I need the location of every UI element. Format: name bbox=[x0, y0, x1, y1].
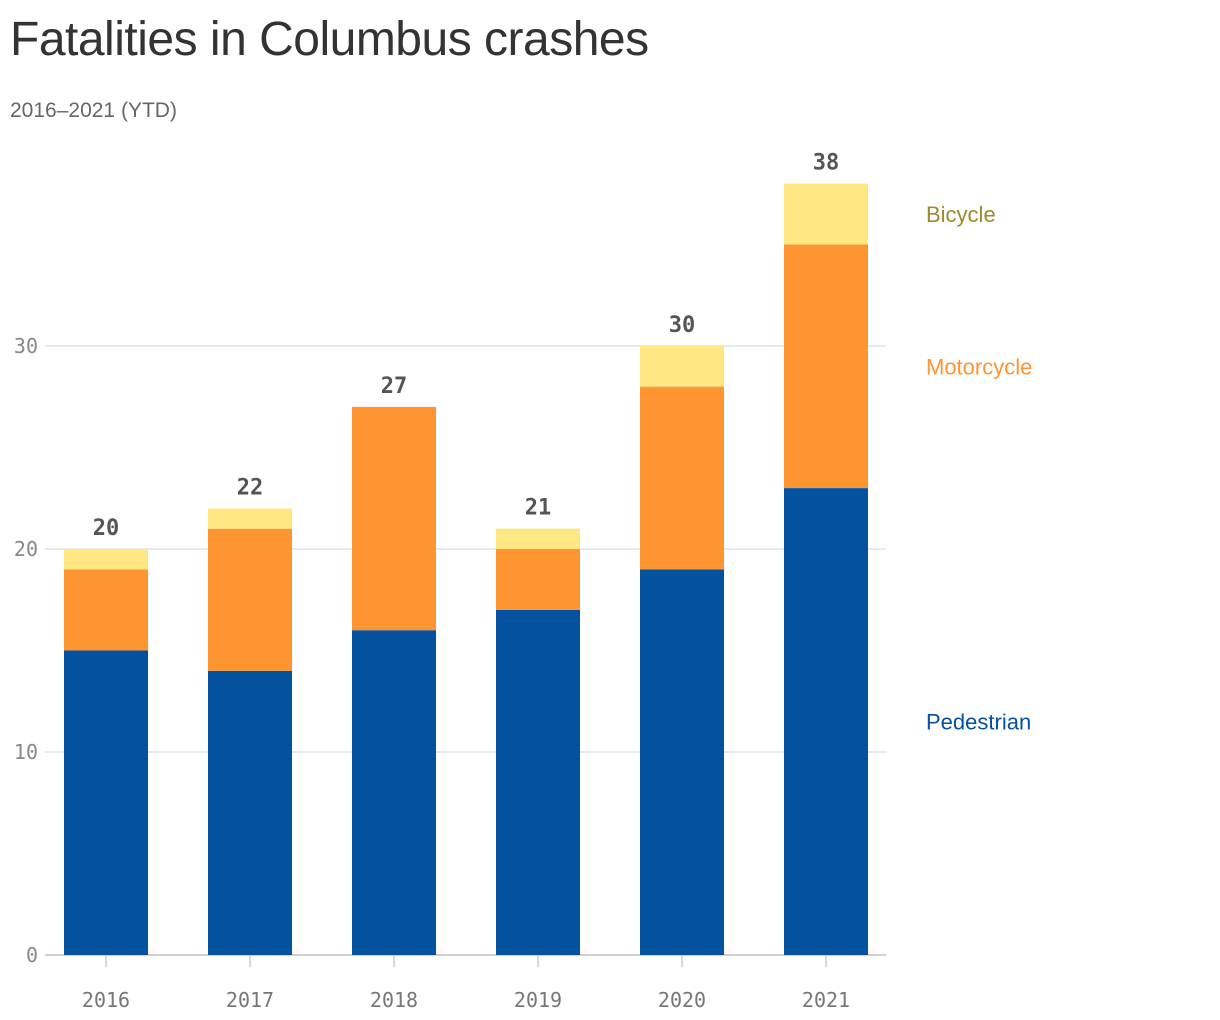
bar-bicycle-2019 bbox=[496, 528, 580, 549]
bar-motorcycle-2016 bbox=[64, 569, 148, 651]
x-tick-label-2018: 2018 bbox=[370, 988, 418, 1012]
legend-motorcycle: Motorcycle bbox=[926, 354, 1032, 379]
x-tick-label-2016: 2016 bbox=[82, 988, 130, 1012]
chart-subtitle: 2016–2021 (YTD) bbox=[10, 99, 177, 122]
chart-title: Fatalities in Columbus crashes bbox=[10, 13, 649, 66]
legend-bicycle: Bicycle bbox=[926, 202, 996, 227]
y-axis-ticks: 0 10 20 30 bbox=[14, 334, 38, 967]
bar-bicycle-2016 bbox=[64, 549, 148, 570]
bar-motorcycle-2021 bbox=[784, 244, 868, 489]
bar-pedestrian-2016 bbox=[64, 650, 148, 955]
total-label-2019: 21 bbox=[525, 496, 552, 521]
bar-bicycle-2020 bbox=[640, 346, 724, 387]
bar-bicycle-2017 bbox=[208, 508, 292, 529]
legend-pedestrian: Pedestrian bbox=[926, 710, 1031, 735]
x-tick-label-2020: 2020 bbox=[658, 988, 706, 1012]
total-label-2020: 30 bbox=[669, 313, 696, 338]
total-label-2018: 27 bbox=[381, 374, 408, 399]
bar-motorcycle-2020 bbox=[640, 386, 724, 570]
y-tick-label: 30 bbox=[14, 334, 38, 358]
x-tick-label-2019: 2019 bbox=[514, 988, 562, 1012]
bar-pedestrian-2017 bbox=[208, 670, 292, 955]
y-tick-label: 10 bbox=[14, 740, 38, 764]
y-tick-label: 0 bbox=[26, 943, 38, 967]
total-label-2016: 20 bbox=[93, 516, 120, 541]
total-label-2017: 22 bbox=[237, 475, 264, 500]
total-labels: 20 22 27 21 30 38 bbox=[93, 151, 840, 541]
x-tick-label-2017: 2017 bbox=[226, 988, 274, 1012]
gridlines bbox=[45, 345, 886, 956]
bar-motorcycle-2017 bbox=[208, 528, 292, 671]
legend: Pedestrian Motorcycle Bicycle bbox=[926, 202, 1032, 735]
x-axis: 2016 2017 2018 2019 2020 2021 bbox=[82, 955, 850, 1012]
x-tick-label-2021: 2021 bbox=[802, 988, 850, 1012]
bar-pedestrian-2021 bbox=[784, 488, 868, 955]
bar-pedestrian-2020 bbox=[640, 569, 724, 955]
bar-motorcycle-2019 bbox=[496, 549, 580, 610]
bar-motorcycle-2018 bbox=[352, 406, 436, 631]
y-tick-label: 20 bbox=[14, 537, 38, 561]
bar-pedestrian-2018 bbox=[352, 630, 436, 955]
bars bbox=[64, 183, 868, 955]
bar-bicycle-2021 bbox=[784, 183, 868, 245]
total-label-2021: 38 bbox=[813, 151, 840, 176]
bar-pedestrian-2019 bbox=[496, 609, 580, 955]
